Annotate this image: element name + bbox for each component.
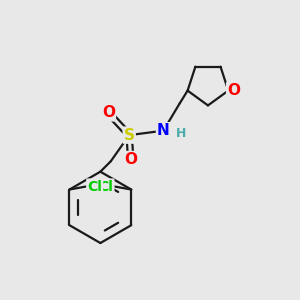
Text: S: S bbox=[124, 128, 135, 142]
Text: N: N bbox=[157, 123, 170, 138]
Text: Cl: Cl bbox=[99, 180, 113, 194]
Text: O: O bbox=[102, 105, 115, 120]
Text: Cl: Cl bbox=[87, 180, 102, 194]
Text: H: H bbox=[176, 127, 186, 140]
Text: O: O bbox=[124, 152, 137, 167]
Text: O: O bbox=[227, 83, 240, 98]
